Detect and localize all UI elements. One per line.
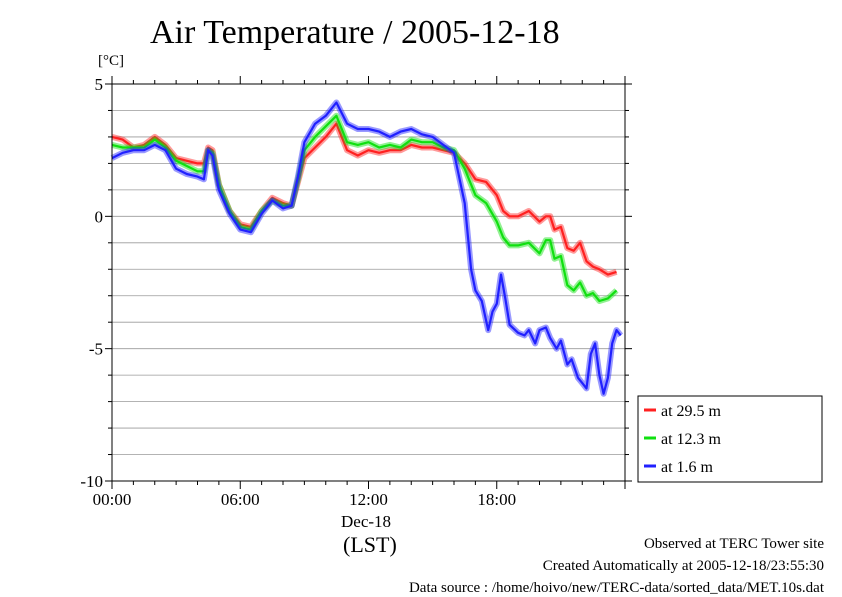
legend-label: at 1.6 m — [661, 459, 714, 476]
y-tick-label: 0 — [95, 207, 104, 226]
series-lines — [110, 99, 624, 397]
x-tick-label: 18:00 — [477, 490, 516, 509]
chart-title: Air Temperature / 2005-12-18 — [150, 14, 560, 51]
series-at-12-3-m — [111, 112, 619, 304]
x-tick-label: 00:00 — [93, 490, 132, 509]
x-tick-label: 12:00 — [349, 490, 388, 509]
footer-created: Created Automatically at 2005-12-18/23:5… — [542, 558, 824, 574]
legend: at 29.5 m at 12.3 m at 1.6 m — [637, 395, 823, 483]
series-at-1-6-m — [110, 99, 624, 397]
y-axis-unit: [°C] — [98, 53, 124, 69]
x-axis: 00:00 06:00 12:00 18:00 — [93, 76, 626, 509]
series-line — [111, 101, 622, 395]
y-tick-label: 5 — [95, 75, 104, 94]
gridlines — [112, 110, 625, 455]
legend-label: at 29.5 m — [661, 403, 722, 420]
x-axis-title: (LST) — [343, 532, 397, 557]
footer-source: Data source : /home/hoivo/new/TERC-data/… — [408, 580, 824, 596]
y-tick-label: -5 — [89, 340, 103, 359]
series-line — [111, 122, 617, 276]
series-line — [111, 114, 618, 303]
y-tick-label: -10 — [80, 472, 103, 491]
legend-label: at 12.3 m — [661, 431, 722, 448]
legend-box — [637, 395, 823, 483]
x-tick-label: 06:00 — [221, 490, 260, 509]
y-axis: 5 0 -5 -10 — [80, 75, 632, 491]
series-at-29-5-m — [111, 120, 618, 278]
footer-observed: Observed at TERC Tower site — [643, 536, 824, 552]
x-axis-date-label: Dec-18 — [341, 512, 392, 531]
